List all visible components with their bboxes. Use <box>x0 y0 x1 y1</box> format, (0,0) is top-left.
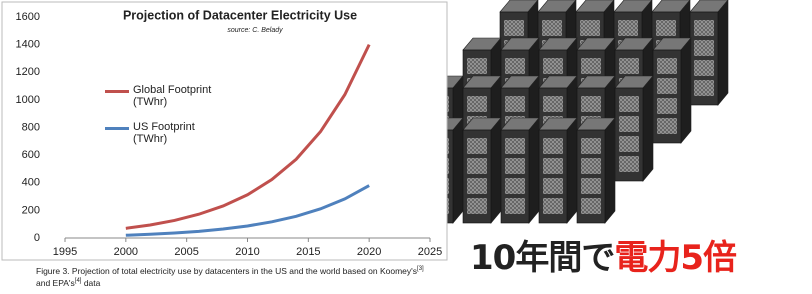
x-tick-label: 2005 <box>174 246 198 258</box>
y-tick-label: 0 <box>34 232 40 244</box>
legend-entry: Global Footprint (TWhr) <box>105 84 225 108</box>
caption: Figure 3. Projection of total electricit… <box>36 264 436 288</box>
page: Projection of Datacenter Electricity Use… <box>0 0 812 294</box>
chart: Projection of Datacenter Electricity Use… <box>0 0 450 264</box>
y-tick-label: 200 <box>22 204 40 216</box>
headline-text: 10年間で <box>470 238 614 278</box>
headline: 10年間で電力5倍 <box>470 230 736 279</box>
y-tick-label: 1400 <box>16 39 40 51</box>
y-tick-label: 1600 <box>16 11 40 23</box>
legend-entry: US Footprint (TWhr) <box>105 121 225 145</box>
x-tick-label: 1995 <box>53 246 77 258</box>
y-tick-label: 1000 <box>16 94 40 106</box>
chart-subtitle: source: C. Belady <box>227 27 283 34</box>
x-tick-label: 2020 <box>357 246 381 258</box>
y-tick-label: 400 <box>22 177 40 189</box>
x-tick-label: 2015 <box>296 246 320 258</box>
y-tick-label: 800 <box>22 121 40 133</box>
headline-emphasis: 電力5倍 <box>614 238 736 278</box>
legend-swatch <box>105 90 129 93</box>
y-tick-label: 600 <box>22 149 40 161</box>
caption-ref: [3] <box>417 266 424 272</box>
legend-label: Global Footprint (TWhr) <box>133 84 225 108</box>
x-tick-label: 2000 <box>114 246 138 258</box>
legend-swatch <box>105 127 129 130</box>
x-tick-label: 2025 <box>418 246 442 258</box>
caption-text: Figure 3. Projection of total electricit… <box>36 266 417 276</box>
legend-label: US Footprint (TWhr) <box>133 121 225 145</box>
caption-text: and EPA's <box>36 278 75 288</box>
caption-text: data <box>81 278 100 288</box>
chart-title: Projection of Datacenter Electricity Use <box>123 8 357 22</box>
y-tick-label: 1200 <box>16 66 40 78</box>
x-tick-label: 2010 <box>235 246 259 258</box>
